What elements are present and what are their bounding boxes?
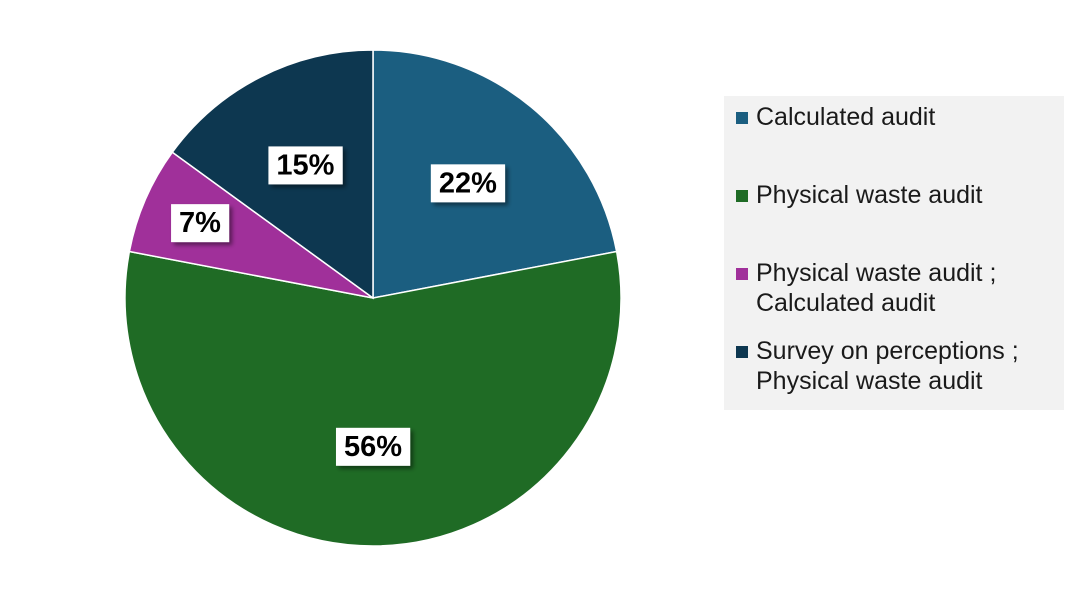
legend-label: Calculated audit — [756, 103, 936, 131]
legend-swatch — [736, 112, 748, 124]
pie-slices — [124, 49, 622, 547]
data-label-text: 7% — [179, 207, 221, 239]
legend-label: Physical waste audit — [756, 181, 983, 209]
legend-swatch — [736, 190, 748, 202]
data-label-box — [335, 427, 411, 466]
data-label-box — [268, 146, 343, 185]
data-label-box — [430, 164, 506, 203]
data-label-box — [171, 204, 230, 243]
legend-item-physical-waste-audit: Physical waste audit — [736, 180, 1064, 210]
data-label-1: 56% — [335, 427, 411, 466]
chart-legend: Calculated audit Physical waste audit Ph… — [724, 96, 1064, 410]
legend-swatch — [736, 346, 748, 358]
legend-label: Physical waste audit ; Calculated audit — [756, 259, 997, 317]
pie-slice-1 — [124, 250, 622, 547]
legend-item-survey-on-perceptions-physical-waste-audit: Survey on perceptions ; Physical waste a… — [736, 336, 1064, 396]
legend-item-physical-waste-audit-calculated-audit: Physical waste audit ; Calculated audit — [736, 258, 1064, 318]
data-label-text: 22% — [439, 167, 497, 199]
legend-item-calculated-audit: Calculated audit — [736, 102, 1064, 132]
data-label-0: 22% — [430, 164, 506, 203]
pie-slice-2 — [128, 151, 374, 299]
legend-label: Survey on perceptions ; Physical waste a… — [756, 337, 1019, 395]
pie-chart: 22% 56% 7% 15% — [124, 49, 622, 547]
legend-swatch — [736, 268, 748, 280]
data-label-3: 15% — [268, 146, 343, 185]
data-label-2: 7% — [171, 204, 230, 243]
pie-data-labels: 22% 56% 7% 15% — [171, 146, 506, 466]
data-label-text: 56% — [344, 431, 402, 463]
data-label-text: 15% — [276, 149, 334, 181]
